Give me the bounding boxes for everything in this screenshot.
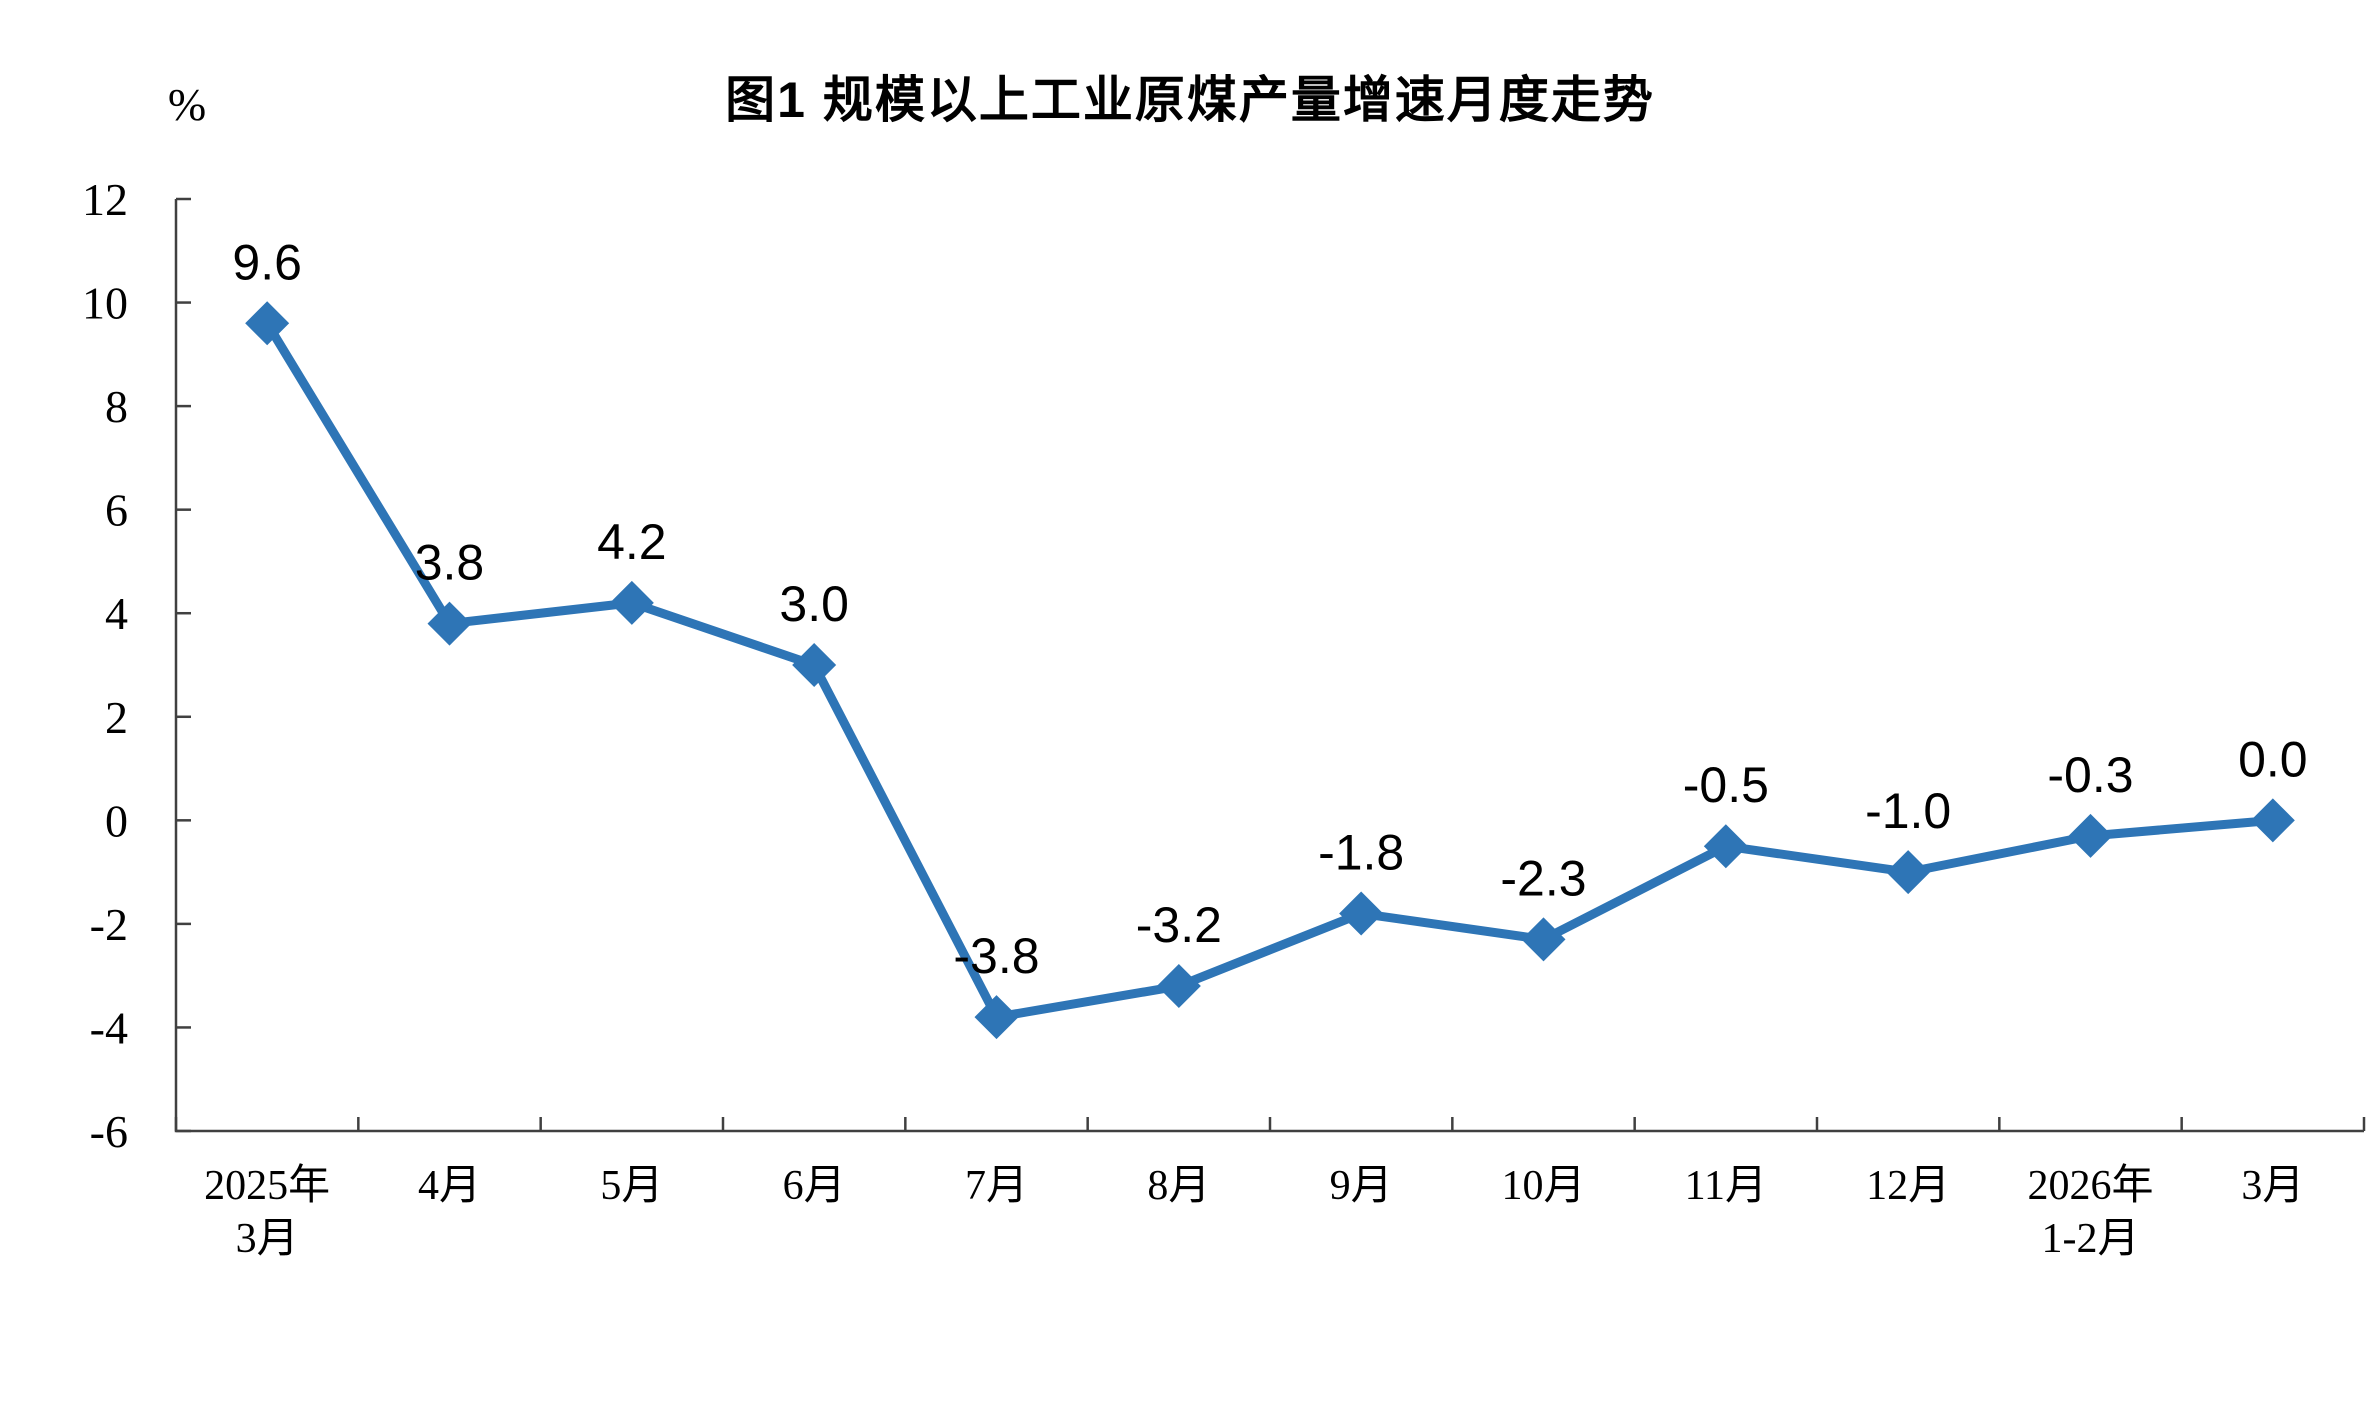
data-point-label: -3.2: [1136, 897, 1222, 953]
data-point-marker: [609, 580, 654, 625]
x-axis-category-label: 4月: [418, 1163, 481, 1209]
data-point-label: 9.6: [232, 234, 302, 290]
data-point-label: -0.5: [1683, 757, 1769, 813]
data-point-label: -3.8: [953, 928, 1039, 984]
data-point-marker: [974, 995, 1019, 1040]
data-point-marker: [2068, 813, 2113, 858]
data-point-label: 3.8: [415, 535, 485, 591]
y-axis-tick-label: -2: [90, 899, 128, 950]
data-point-label: -2.3: [1500, 850, 1586, 906]
y-axis-tick-label: 0: [105, 795, 128, 846]
data-point-marker: [1703, 824, 1748, 869]
x-axis-category-label: 9月: [1330, 1163, 1393, 1209]
y-axis-tick-label: 4: [105, 588, 128, 639]
data-point-marker: [1339, 891, 1384, 936]
data-point-label: 4.2: [597, 514, 667, 570]
data-point-marker: [2250, 798, 2295, 843]
y-axis-tick-label: -4: [90, 1002, 128, 1053]
data-point-marker: [1521, 917, 1566, 962]
x-axis-category-label: 6月: [783, 1163, 846, 1209]
data-point-label: -1.8: [1318, 825, 1404, 881]
data-point-label: 3.0: [779, 576, 849, 632]
x-axis-category-label: 8月: [1147, 1163, 1210, 1209]
x-axis-category-label: 5月: [600, 1163, 663, 1209]
data-point-marker: [792, 643, 837, 687]
y-axis-tick-label: 12: [82, 174, 128, 225]
y-axis-tick-label: 6: [105, 485, 128, 536]
data-point-label: -1.0: [1865, 783, 1951, 839]
y-axis-unit-label: %: [167, 79, 207, 130]
data-point-marker: [1886, 850, 1931, 895]
x-axis-category-label: 2026年 1-2月: [2027, 1162, 2153, 1262]
x-axis-category-label: 10月: [1501, 1163, 1585, 1209]
y-axis-tick-label: 10: [82, 278, 128, 329]
x-axis-category-label: 7月: [965, 1163, 1028, 1209]
data-point-marker: [427, 601, 472, 646]
x-axis-category-label: 11月: [1685, 1163, 1767, 1209]
chart-title: 图1 规模以上工业原煤产量增速月度走势: [725, 72, 1655, 128]
axes-lines: [174, 199, 2364, 1133]
data-point-label: -0.3: [2047, 747, 2133, 803]
x-axis-category-label: 12月: [1866, 1163, 1950, 1209]
x-axis-category-label: 3月: [2241, 1163, 2304, 1209]
trend-line: [262, 318, 2278, 1022]
data-point-label: 0.0: [2238, 731, 2308, 787]
y-axis-tick-label: 8: [105, 381, 128, 432]
x-axis-category-label: 2025年 3月: [204, 1162, 330, 1262]
data-point-marker: [1156, 964, 1201, 1009]
data-point-marker: [245, 301, 290, 346]
y-axis-tick-label: -6: [90, 1106, 128, 1157]
y-axis-tick-label: 2: [105, 692, 128, 743]
